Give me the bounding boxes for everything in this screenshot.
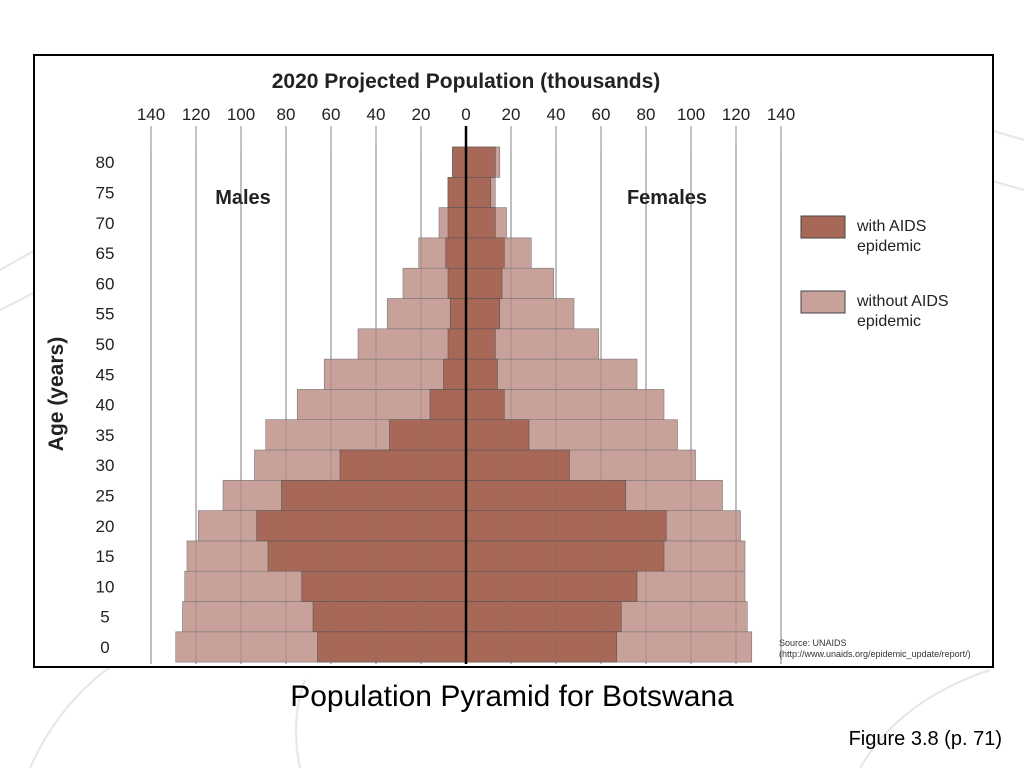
bar-male-with-aids [445,237,467,269]
bar-female-with-aids [465,237,505,269]
bar-male-with-aids [447,177,467,208]
y-tick-label: 65 [96,244,115,263]
y-tick-label: 35 [96,426,115,445]
figure-frame: 2020 Projected Population (thousands) 14… [33,54,994,668]
bar-female-with-aids [465,631,618,663]
x-tick-label: 0 [461,105,470,124]
slide-caption: Population Pyramid for Botswana [290,680,734,713]
x-tick-label: 140 [767,105,795,124]
bar-male-with-aids [449,298,467,330]
males-label: Males [215,187,271,209]
y-tick-label: 0 [100,638,109,657]
y-tick-label: 20 [96,517,115,536]
population-pyramid-chart: 2020 Projected Population (thousands) 14… [45,70,971,664]
y-tick-label: 5 [100,608,109,627]
y-tick-label: 75 [96,183,115,202]
bar-male-with-aids [317,631,467,663]
bar-female-with-aids [465,328,496,360]
bar-male-with-aids [256,510,467,542]
chart-title: 2020 Projected Population (thousands) [272,70,661,93]
x-tick-label: 60 [322,105,341,124]
bar-male-with-aids [339,449,467,481]
bar-female-with-aids [465,389,505,420]
x-tick-label: 140 [137,105,165,124]
gridlines-over-bars [150,147,782,664]
bar-female-with-aids [465,540,665,572]
legend-label-with-aids: with AIDS epidemic [856,218,931,255]
bar-female-with-aids [465,207,496,239]
bar-male-with-aids [443,358,467,390]
x-tick-label: 20 [412,105,431,124]
females-label: Females [627,187,707,209]
bar-female-with-aids [465,146,496,178]
bar-female-with-aids [465,449,570,481]
bar-female-with-aids [465,177,492,208]
bar-male-with-aids [389,419,467,451]
x-tick-label: 100 [677,105,705,124]
y-tick-labels: 0 5 10 15 20 25 30 35 40 45 50 55 60 65 70 75 80 [96,153,115,657]
bar-male-with-aids [281,479,467,511]
y-tick-label: 40 [96,396,115,415]
figure-reference: Figure 3.8 (p. 71) [848,728,1002,750]
x-tick-labels: 140 120 100 80 60 40 20 0 20 40 60 80 100 120 140 [137,105,795,124]
bar-male-with-aids [452,146,467,178]
bar-female-with-aids [465,267,503,299]
bar-male-with-aids [312,601,467,633]
y-tick-label: 10 [96,577,115,596]
legend-label-without-aids: without AIDS epidemic [856,293,953,330]
y-axis-title: Age (years) [45,337,68,451]
x-tick-label: 80 [637,105,656,124]
y-tick-label: 45 [96,365,115,384]
bars-with-aids [256,146,667,663]
x-tick-label: 40 [367,105,386,124]
bar-male-with-aids [447,328,467,360]
bar-male-with-aids [429,389,467,420]
bar-female-with-aids [465,570,638,602]
y-tick-label: 30 [96,456,115,475]
bar-female-with-aids [465,358,498,390]
legend: with AIDS epidemic without AIDS epidemic [800,215,953,330]
x-tick-label: 60 [592,105,611,124]
x-tick-label: 100 [227,105,255,124]
x-tick-label: 120 [182,105,210,124]
y-tick-label: 70 [96,214,115,233]
y-tick-label: 25 [96,486,115,505]
x-tick-label: 40 [547,105,566,124]
y-tick-label: 15 [96,547,115,566]
bar-male-with-aids [447,207,467,239]
source-note: Source: UNAIDS (http://www.unaids.org/ep… [779,638,971,659]
y-tick-label: 60 [96,274,115,293]
bar-female-with-aids [465,479,627,511]
y-tick-label: 50 [96,335,115,354]
y-tick-label: 80 [96,153,115,172]
x-tick-label: 80 [277,105,296,124]
legend-swatch-with-aids [800,215,846,239]
bar-female-with-aids [465,298,501,330]
y-tick-label: 55 [96,305,115,324]
x-tick-label: 20 [502,105,521,124]
bar-female-with-aids [465,510,667,542]
bar-male-with-aids [301,570,467,602]
legend-swatch-without-aids [800,290,846,314]
bar-male-with-aids [447,267,467,299]
bar-female-with-aids [465,601,622,633]
bar-male-with-aids [267,540,467,572]
bar-female-with-aids [465,419,530,451]
x-tick-label: 120 [722,105,750,124]
